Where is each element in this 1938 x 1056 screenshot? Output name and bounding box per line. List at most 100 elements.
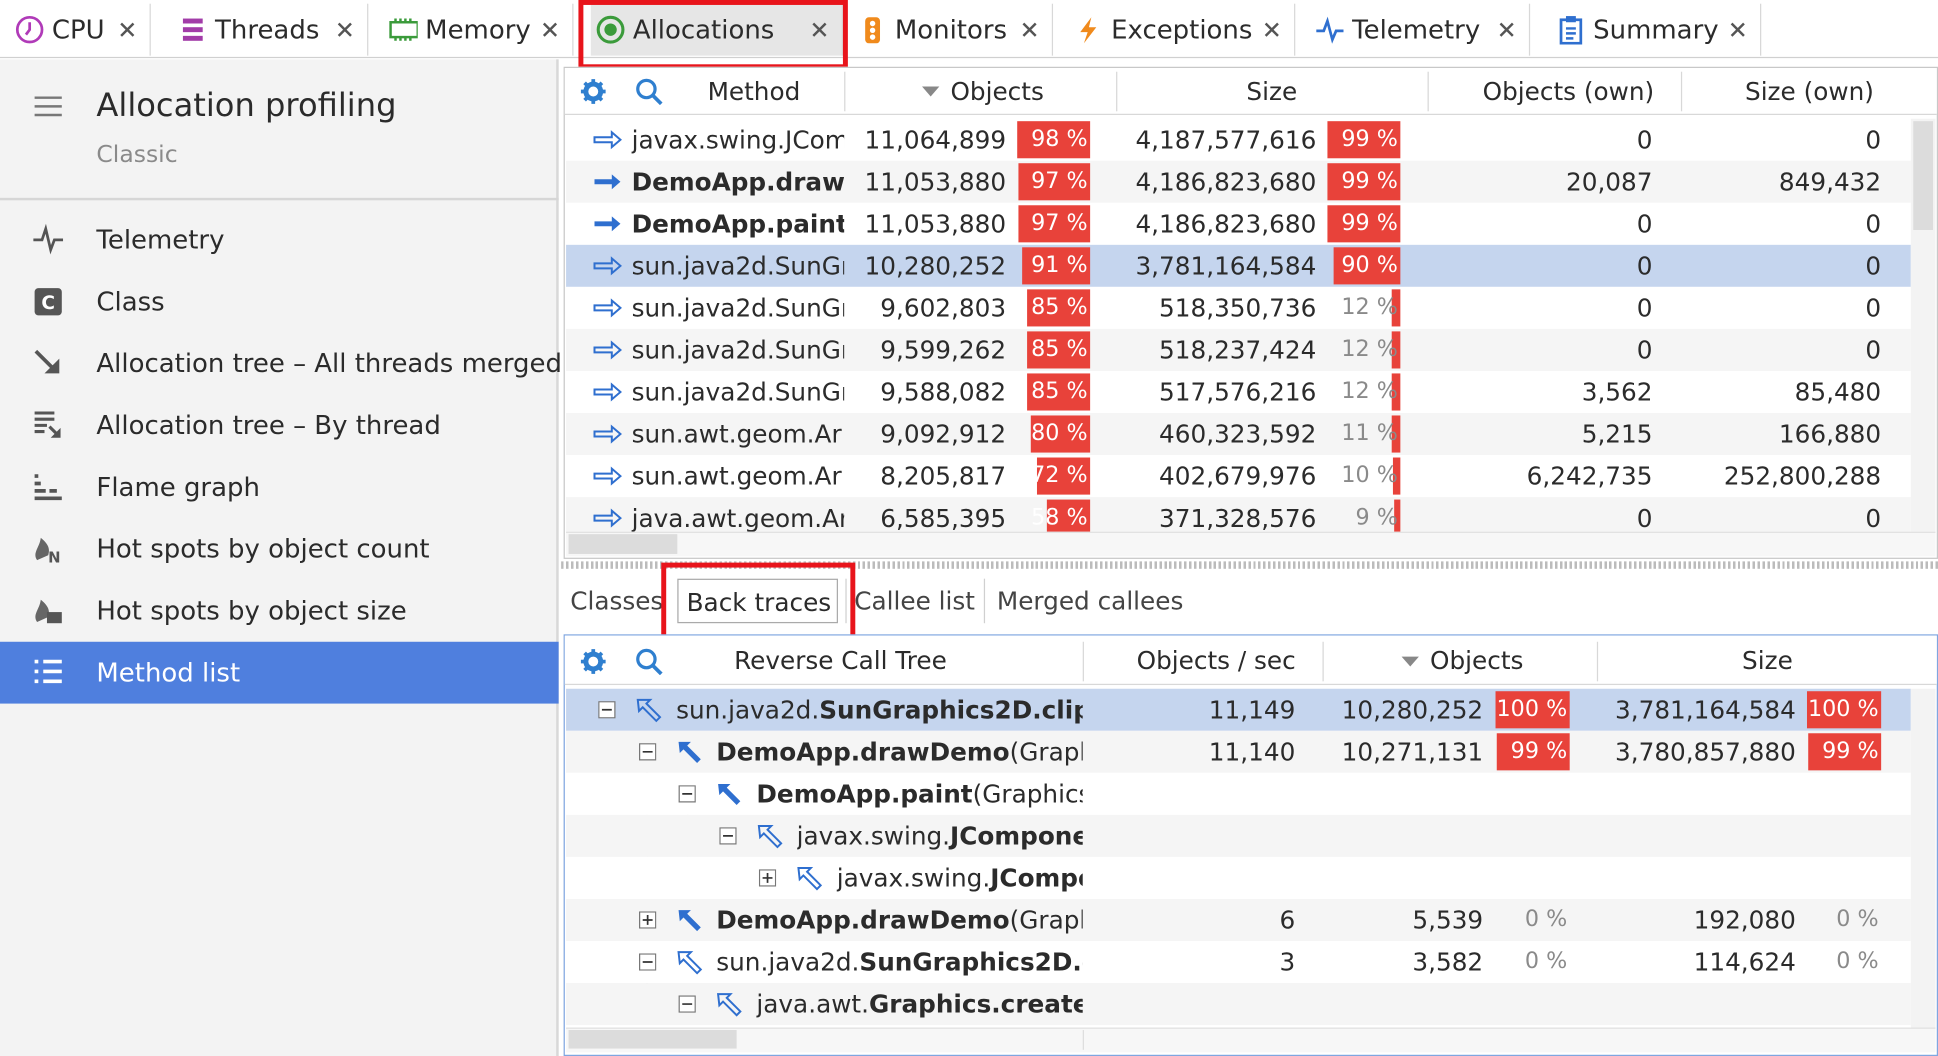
- sidebar-item[interactable]: Hot spots by object size: [0, 580, 559, 642]
- method-icon: [592, 507, 624, 529]
- text: sun.java2d.: [716, 947, 860, 977]
- text: Graphics.create: [868, 989, 1083, 1019]
- column-header: Size: [1742, 645, 1793, 676]
- column-separator: [1082, 641, 1084, 682]
- percent-bar: [1027, 331, 1091, 369]
- tab[interactable]: Telemetry: [1310, 3, 1531, 56]
- tab-icon: [178, 15, 208, 45]
- table-row[interactable]: [566, 455, 1911, 498]
- table-row[interactable]: [566, 983, 1911, 1026]
- method-name: DemoApp.drawDemo(Graphic: [716, 899, 1082, 941]
- search-icon: [635, 648, 663, 676]
- table-row[interactable]: [566, 202, 1911, 245]
- h-scrollbar-thumb[interactable]: [568, 1030, 737, 1049]
- table-row[interactable]: [566, 286, 1911, 329]
- sidebar-icon: [32, 347, 64, 379]
- text: DemoApp.paint((: [631, 208, 845, 239]
- tab[interactable]: CPU: [10, 3, 151, 56]
- sidebar-item[interactable]: Allocation tree – By thread: [0, 394, 559, 456]
- tab-label: Exceptions: [1111, 14, 1253, 45]
- text: sun.java2d.: [631, 377, 775, 407]
- scrollbar-thumb[interactable]: [1913, 121, 1934, 230]
- tab[interactable]: Exceptions: [1069, 3, 1296, 56]
- objects-own: 0: [1636, 208, 1653, 239]
- objects-percent: 58 %: [1031, 504, 1088, 531]
- table-row[interactable]: [566, 118, 1911, 161]
- size: 371,328,576: [1159, 503, 1317, 533]
- sub-tab[interactable]: Back traces: [677, 578, 838, 624]
- sidebar-item[interactable]: N Hot spots by object count: [0, 518, 559, 580]
- size-percent: 10 %: [1341, 462, 1398, 489]
- column-header: Objects / sec: [1136, 645, 1296, 676]
- size-percent: 99 %: [1341, 126, 1398, 153]
- tab[interactable]: Threads: [173, 3, 369, 56]
- objects-percent: 85 %: [1031, 294, 1088, 321]
- method-name: DemoApp.paint(Graphics): [756, 773, 1082, 815]
- column-header: Objects: [950, 76, 1044, 107]
- sidebar-item-label: Hot spots by object size: [96, 596, 407, 626]
- table-row[interactable]: [566, 328, 1911, 371]
- tab[interactable]: Allocations: [590, 3, 843, 56]
- objects-percent: 97 %: [1031, 168, 1088, 195]
- tab-label: Memory: [425, 14, 531, 45]
- text: SunGr: [774, 251, 845, 281]
- svg-text:C: C: [41, 293, 55, 314]
- size-percent: 9 %: [1355, 504, 1398, 531]
- sidebar-icon: [32, 595, 64, 627]
- table-row[interactable]: [566, 244, 1911, 287]
- table-row[interactable]: [566, 413, 1911, 456]
- method-name: sun.java2d.SunGraphics2D.clip: [716, 941, 1082, 983]
- table-row[interactable]: [566, 856, 1911, 899]
- column-separator: [1322, 641, 1324, 682]
- column-separator: [844, 71, 846, 112]
- sidebar-icon: [32, 223, 64, 256]
- objects-per-sec: 6: [1279, 905, 1296, 935]
- sub-tab[interactable]: Merged callees: [983, 578, 1194, 624]
- sidebar-item[interactable]: Allocation tree – All threads merged: [0, 333, 562, 395]
- separator: [0, 197, 559, 201]
- objects-per-sec: 3: [1279, 947, 1296, 977]
- sidebar-item-label: Allocation tree – By thread: [96, 410, 441, 441]
- sub-tab[interactable]: Callee list: [845, 578, 981, 624]
- table-row[interactable]: [566, 160, 1911, 203]
- table-row[interactable]: [566, 898, 1911, 941]
- column-separator: [1680, 71, 1683, 112]
- tab[interactable]: Monitors: [853, 3, 1054, 56]
- sub-tab[interactable]: Classes: [566, 579, 667, 624]
- method-icon: [592, 339, 624, 361]
- h-scrollbar-thumb[interactable]: [568, 534, 678, 554]
- table-row[interactable]: [566, 730, 1911, 773]
- text: SunGr: [774, 335, 845, 365]
- sidebar-item[interactable]: C Class: [0, 271, 559, 333]
- method-name: DemoApp.drawDemo(Graphic: [716, 731, 1082, 773]
- table-row[interactable]: [566, 772, 1911, 815]
- expand-toggle: [678, 785, 696, 803]
- close-icon: [1498, 21, 1515, 38]
- method-icon: [795, 864, 825, 894]
- size-own: 849,432: [1778, 166, 1882, 197]
- expand-toggle: [638, 953, 656, 971]
- table-row[interactable]: [566, 940, 1911, 984]
- percent-bar: [1030, 415, 1091, 453]
- method-icon: [592, 129, 624, 151]
- size-percent: 12 %: [1341, 294, 1398, 321]
- tab[interactable]: Summary: [1551, 3, 1762, 56]
- objects: 5,539: [1412, 905, 1484, 935]
- sort-icon: [921, 85, 941, 97]
- sidebar-item[interactable]: Method list: [0, 641, 559, 704]
- size: 4,186,823,680: [1135, 208, 1317, 239]
- table-row[interactable]: [566, 688, 1911, 731]
- table-row[interactable]: [566, 370, 1911, 414]
- tab[interactable]: Memory: [383, 3, 574, 56]
- sidebar-icon: [32, 409, 64, 441]
- sidebar-item[interactable]: Flame graph: [0, 456, 559, 518]
- method-icon: [674, 906, 704, 936]
- tab-icon: [596, 15, 626, 45]
- column-header: Objects (own): [1482, 76, 1655, 107]
- sidebar-item-label: Method list: [96, 657, 241, 688]
- sidebar-item[interactable]: Telemetry: [0, 209, 559, 271]
- table-row[interactable]: [566, 814, 1911, 857]
- method-name: javax.swing.JCompo: [837, 857, 1083, 899]
- text: Ar: [814, 419, 842, 449]
